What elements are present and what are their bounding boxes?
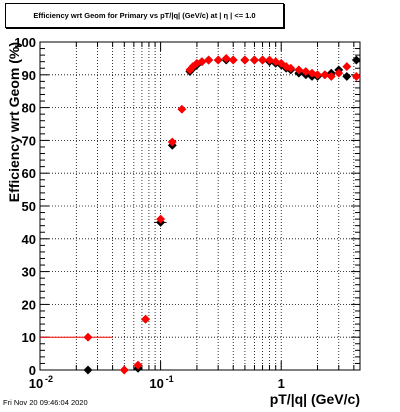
data-point xyxy=(326,71,336,81)
y-tick-label: 90 xyxy=(22,68,36,83)
y-tick-label: 0 xyxy=(29,363,36,378)
y-tick-label: 60 xyxy=(22,166,36,181)
axis-ticks xyxy=(39,41,360,371)
chart-title: Efficiency wrt Geom for Primary vs pT/|q… xyxy=(5,3,284,28)
data-point xyxy=(334,68,344,78)
data-point xyxy=(204,55,214,65)
y-tick-label: 40 xyxy=(22,232,36,247)
x-tick-label: 10 xyxy=(29,376,43,391)
data-point xyxy=(133,360,143,370)
y-tick-label: 30 xyxy=(22,265,36,280)
data-point xyxy=(213,55,223,65)
x-tick-label: 10 xyxy=(149,376,163,391)
y-tick-label: 70 xyxy=(22,133,36,148)
y-tick-label: 50 xyxy=(22,199,36,214)
grid-lines xyxy=(39,42,360,370)
data-point xyxy=(342,71,352,81)
series-0 xyxy=(83,55,361,375)
data-point xyxy=(167,137,177,147)
data-point xyxy=(221,53,231,63)
data-point xyxy=(286,63,296,73)
data-point xyxy=(156,214,166,224)
x-tick-exponent: -1 xyxy=(166,374,174,384)
data-point xyxy=(177,104,187,114)
y-tick-label: 10 xyxy=(22,330,36,345)
data-point xyxy=(83,332,93,342)
x-tick-label: 1 xyxy=(278,376,285,391)
data-point xyxy=(301,66,311,77)
timestamp: Fri Nov 20 09:46:04 2020 xyxy=(3,398,88,407)
data-point xyxy=(228,55,238,65)
data-point xyxy=(351,55,361,65)
y-axis-title: Efficiency wrt Geom (%) xyxy=(6,42,22,202)
data-point xyxy=(351,71,361,81)
data-series xyxy=(40,53,361,375)
data-point xyxy=(140,314,151,324)
data-point xyxy=(249,55,260,65)
x-axis-title: pT/|q| (GeV/c) xyxy=(270,391,360,407)
data-point xyxy=(119,365,129,375)
y-tick-label: 100 xyxy=(14,35,36,50)
data-point xyxy=(240,55,250,65)
y-tick-label: 80 xyxy=(22,101,36,116)
series-1 xyxy=(40,53,361,375)
data-point xyxy=(342,62,352,72)
x-tick-exponent: -2 xyxy=(45,374,53,384)
data-point xyxy=(312,70,323,80)
data-point xyxy=(320,70,330,80)
data-point xyxy=(294,65,304,75)
data-point xyxy=(83,365,93,375)
data-point xyxy=(257,55,268,65)
y-tick-label: 20 xyxy=(22,297,36,312)
data-point xyxy=(264,55,275,65)
